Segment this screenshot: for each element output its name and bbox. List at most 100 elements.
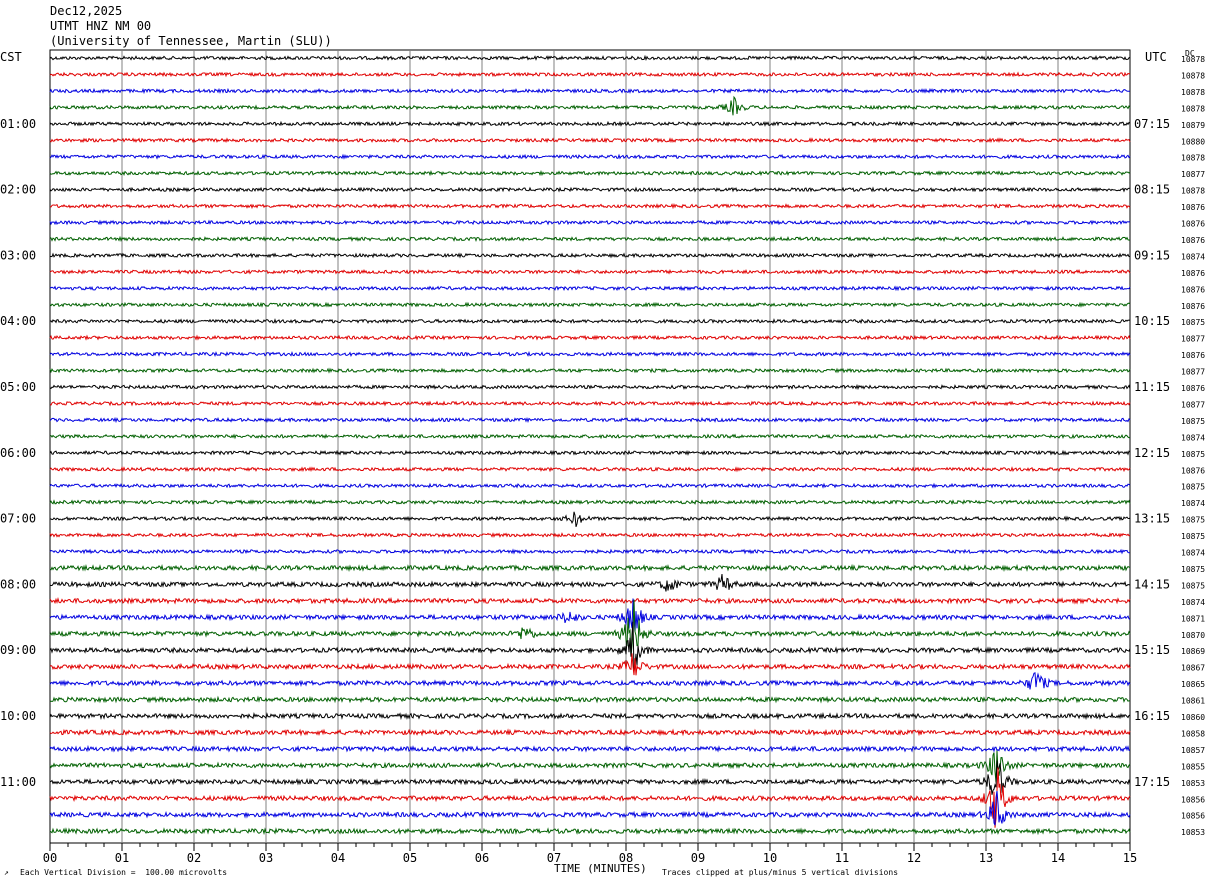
dc-value: 10877 <box>1181 368 1205 377</box>
seismic-trace <box>49 532 1131 538</box>
seismic-trace <box>49 767 1131 828</box>
x-tick-label: 00 <box>43 851 57 865</box>
left-hour-label: 06:00 <box>0 446 36 460</box>
seismic-trace <box>49 744 1131 753</box>
dc-value: 10876 <box>1181 236 1205 245</box>
right-hour-label: 08:15 <box>1134 183 1170 197</box>
dc-value: 10876 <box>1181 203 1205 212</box>
x-tick-label: 14 <box>1051 851 1065 865</box>
x-axis-title: TIME (MINUTES) <box>554 862 647 875</box>
seismic-trace <box>49 169 1131 177</box>
right-timezone-label: UTC <box>1145 50 1167 64</box>
seismic-trace <box>49 449 1131 456</box>
dc-value: 10877 <box>1181 170 1205 179</box>
dc-value: 10878 <box>1181 55 1205 64</box>
right-hour-label: 13:15 <box>1134 512 1170 526</box>
station-label: UTMT HNZ NM 00 <box>50 19 152 33</box>
seismic-trace <box>49 728 1131 737</box>
seismic-trace <box>49 596 1131 605</box>
left-hour-label: 07:00 <box>0 512 36 526</box>
seismic-trace <box>49 301 1131 308</box>
seismic-trace <box>49 598 1131 632</box>
seismic-trace <box>49 433 1131 440</box>
network-label: (University of Tennessee, Martin (SLU)) <box>50 34 332 48</box>
seismic-trace <box>49 95 1131 116</box>
seismic-trace <box>49 318 1131 325</box>
scale-note: Each Vertical Division = 100.00 microvol… <box>20 868 228 877</box>
seismic-trace <box>49 186 1130 193</box>
x-tick-label: 15 <box>1123 851 1137 865</box>
left-timezone-label: CST <box>0 50 22 64</box>
dc-value: 10853 <box>1181 779 1205 788</box>
dc-value: 10877 <box>1181 335 1205 344</box>
right-hour-label: 09:15 <box>1134 248 1170 262</box>
dc-value: 10878 <box>1181 104 1205 113</box>
seismic-trace <box>49 383 1131 391</box>
dc-value: 10867 <box>1181 664 1205 673</box>
dc-value: 10855 <box>1181 762 1205 771</box>
seismic-trace <box>49 621 1131 672</box>
right-hour-label: 11:15 <box>1134 380 1170 394</box>
dc-value: 10860 <box>1181 713 1205 722</box>
seismic-trace <box>49 268 1131 275</box>
right-hour-label: 17:15 <box>1134 775 1170 789</box>
dc-value: 10875 <box>1181 318 1205 327</box>
x-tick-label: 01 <box>115 851 129 865</box>
right-hour-label: 07:15 <box>1134 117 1170 131</box>
right-hour-label: 14:15 <box>1134 577 1170 591</box>
seismic-trace <box>49 827 1131 836</box>
seismic-trace <box>49 54 1131 62</box>
seismic-trace <box>49 87 1131 95</box>
seismic-trace <box>49 574 1131 592</box>
x-tick-label: 09 <box>691 851 705 865</box>
seismic-trace <box>49 548 1130 555</box>
left-hour-label: 11:00 <box>0 775 36 789</box>
dc-value: 10869 <box>1181 647 1205 656</box>
dc-value: 10865 <box>1181 680 1205 689</box>
seismic-trace <box>49 563 1131 573</box>
seismic-trace <box>49 791 1131 826</box>
left-hour-label: 02:00 <box>0 183 36 197</box>
x-axis-ticks: 00 01 02 03 04 05 06 07 08 09 10 11 12 13 14 15 <box>43 843 1137 865</box>
seismic-trace <box>49 219 1131 226</box>
left-hour-label: 10:00 <box>0 709 36 723</box>
seismic-trace <box>49 400 1131 407</box>
seismic-trace <box>50 252 1131 259</box>
clip-note: Traces clipped at plus/minus 5 vertical … <box>662 868 899 877</box>
seismic-trace <box>49 482 1131 489</box>
dc-value: 10875 <box>1181 483 1205 492</box>
x-tick-label: 07 <box>547 851 561 865</box>
dc-value: 10875 <box>1181 516 1205 525</box>
seismic-trace <box>49 695 1131 704</box>
dc-value: 10876 <box>1181 302 1205 311</box>
seismic-trace <box>49 350 1131 358</box>
dc-value: 10876 <box>1181 220 1205 229</box>
dc-value: 10880 <box>1181 137 1205 146</box>
seismic-trace <box>49 760 1131 795</box>
seismic-trace <box>49 499 1131 506</box>
left-hour-label: 01:00 <box>0 117 36 131</box>
seismic-trace <box>49 750 1131 783</box>
right-hour-label: 16:15 <box>1134 709 1170 723</box>
seismic-trace <box>49 137 1131 144</box>
seismic-trace <box>49 285 1131 292</box>
dc-value: 10878 <box>1181 187 1205 196</box>
x-tick-label: 11 <box>835 851 849 865</box>
x-tick-label: 08 <box>619 851 633 865</box>
trace-group: 10878 10878 10878 10878 10879 10880 10878 10877… <box>49 54 1205 837</box>
dc-value: 10875 <box>1181 565 1205 574</box>
seismic-trace <box>49 466 1131 473</box>
dc-value: 10861 <box>1181 697 1205 706</box>
dc-header-label: DC <box>1185 49 1195 58</box>
dc-value: 10874 <box>1181 499 1205 508</box>
left-hour-label: 08:00 <box>0 577 36 591</box>
dc-value: 10877 <box>1181 400 1205 409</box>
seismic-trace <box>49 712 1131 721</box>
right-hour-label: 15:15 <box>1134 643 1170 657</box>
dc-value: 10876 <box>1181 351 1205 360</box>
dc-value: 10876 <box>1181 384 1205 393</box>
dc-value: 10874 <box>1181 549 1205 558</box>
dc-value: 10875 <box>1181 450 1205 459</box>
dc-value: 10876 <box>1181 269 1205 278</box>
